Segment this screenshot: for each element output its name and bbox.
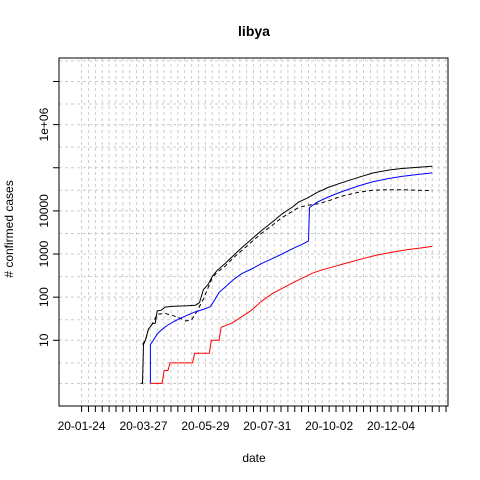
series-line-2 — [149, 172, 433, 384]
series-layer — [140, 165, 433, 384]
series-line-0 — [140, 165, 433, 384]
y-axis-label: # confirmed cases — [2, 180, 16, 277]
y-tick-label: 1000 — [37, 240, 51, 267]
y-axis: 10 100 1000 10000 1e+06 — [37, 80, 59, 347]
y-tick-label: 100 — [37, 287, 51, 307]
y-tick-label: 10000 — [37, 194, 51, 228]
x-axis: 20-01-24 20-03-27 20-05-29 20-07-31 20-10-02… — [58, 406, 447, 433]
series-line-3 — [150, 245, 433, 384]
x-tick-label: 20-05-29 — [181, 419, 229, 433]
y-tick-label: 1e+06 — [37, 107, 51, 141]
x-tick-label: 20-10-02 — [305, 419, 353, 433]
x-tick-label: 20-12-04 — [367, 419, 415, 433]
y-tick-label: 10 — [37, 333, 51, 347]
x-tick-label: 20-03-27 — [119, 419, 167, 433]
grid — [59, 58, 448, 406]
x-axis-label: date — [242, 451, 266, 465]
x-tick-label: 20-07-31 — [243, 419, 291, 433]
x-tick-label: 20-01-24 — [58, 419, 106, 433]
chart-title: libya — [238, 23, 270, 39]
series-line-1 — [142, 189, 433, 345]
